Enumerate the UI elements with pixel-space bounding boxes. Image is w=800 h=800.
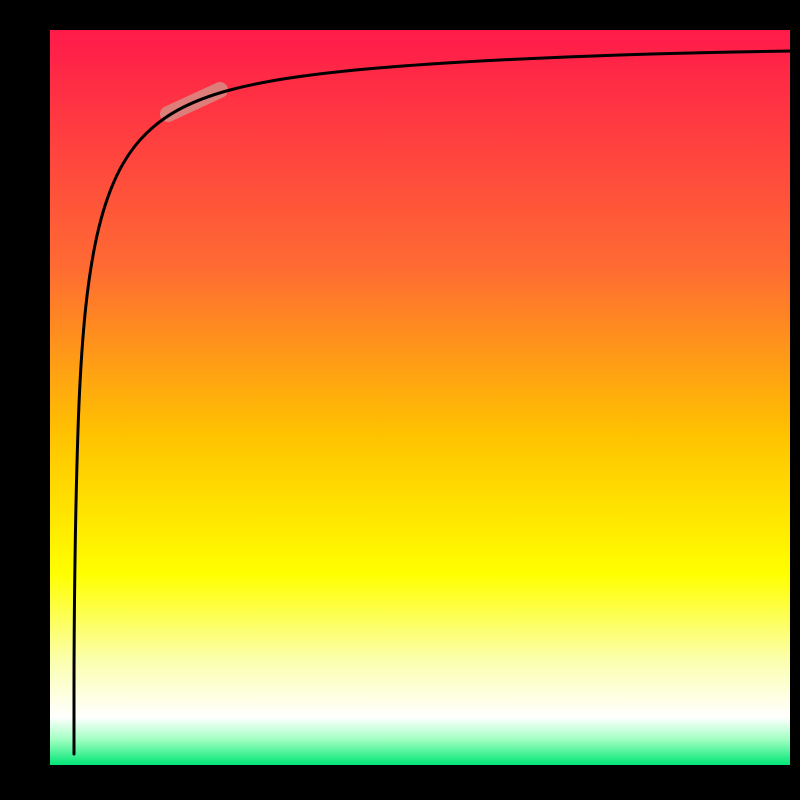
- frame-border-right: [790, 0, 800, 800]
- frame-border-top: [0, 0, 800, 30]
- chart-svg: [0, 0, 800, 800]
- frame-border-bottom: [0, 765, 800, 800]
- gradient-background: [50, 30, 790, 765]
- frame-border-left: [0, 0, 50, 800]
